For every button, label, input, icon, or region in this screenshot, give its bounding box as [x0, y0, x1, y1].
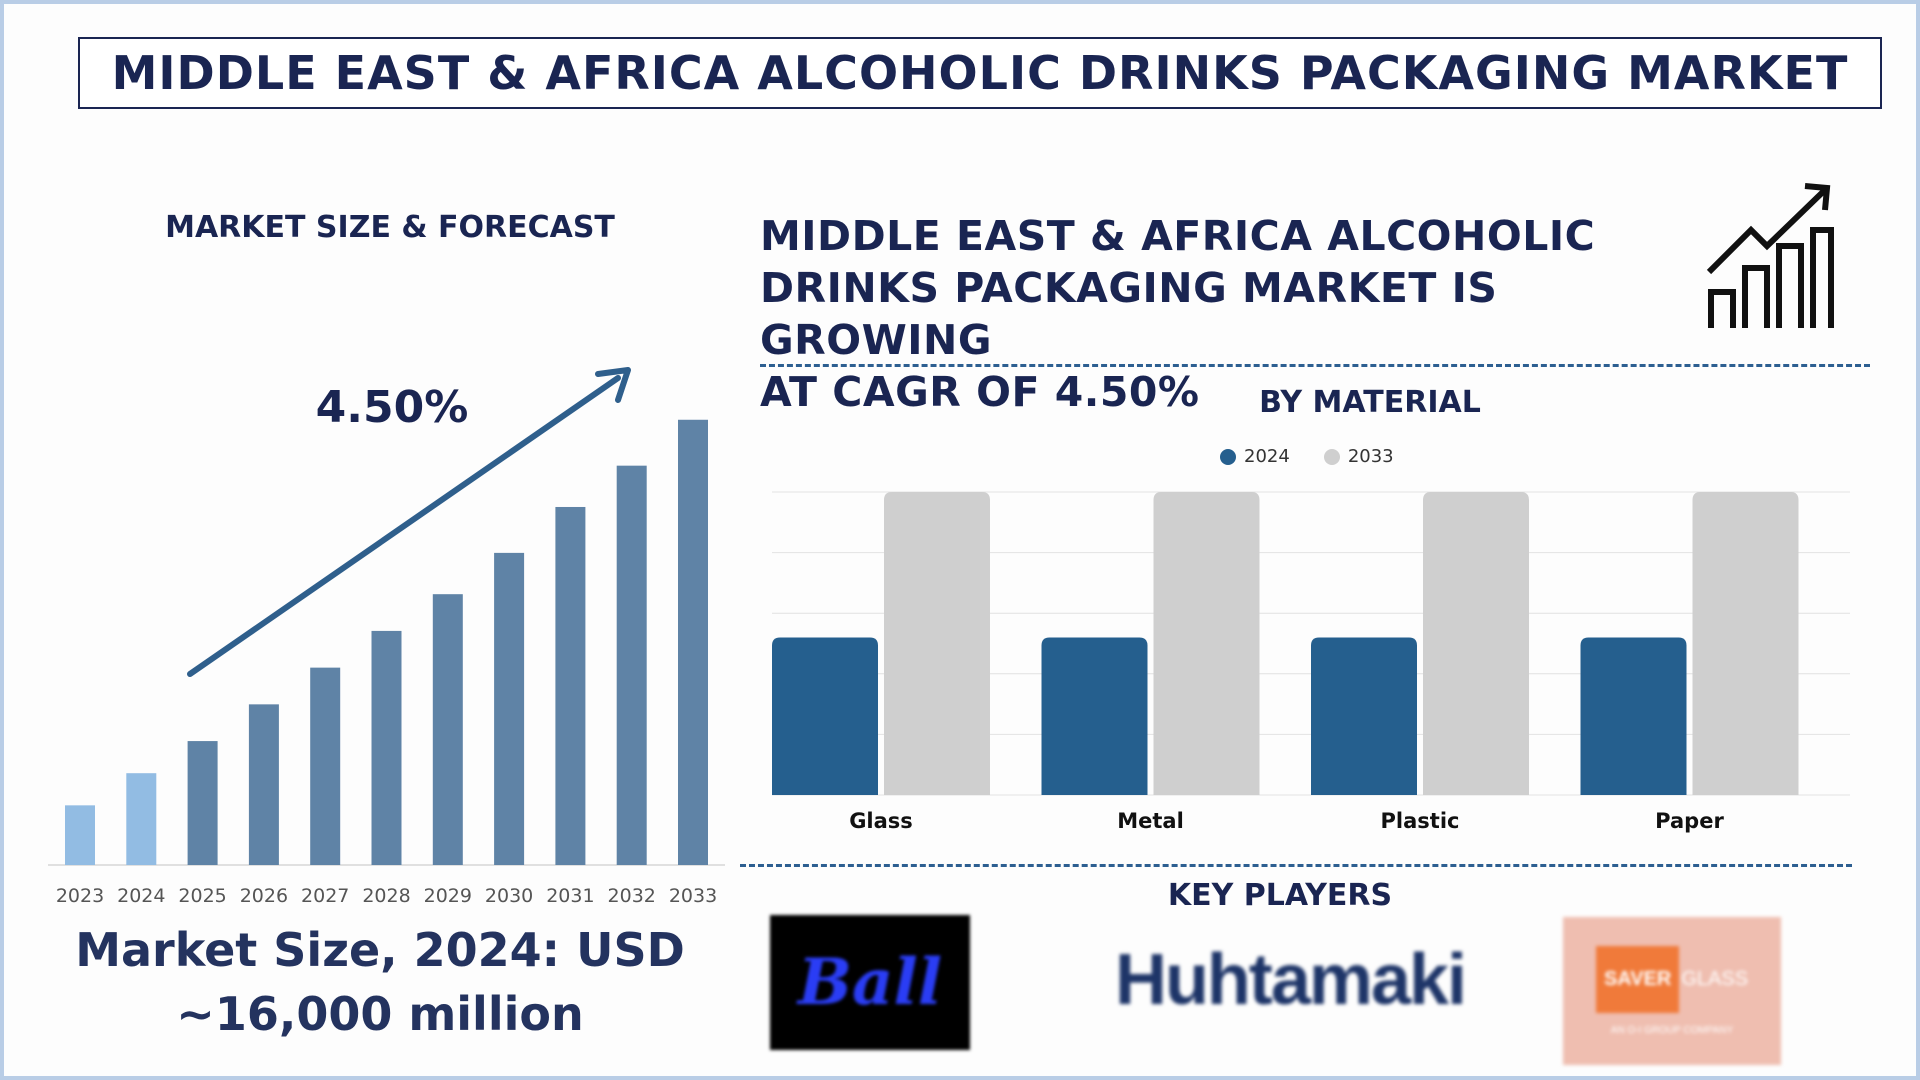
x-tick-label: 2028 — [362, 885, 410, 907]
bar-2029 — [432, 594, 463, 865]
bar-metal-2033 — [1153, 492, 1260, 795]
bar-2024 — [126, 773, 157, 865]
forecast-title: MARKET SIZE & FORECAST — [165, 210, 615, 245]
x-tick-label: 2029 — [424, 885, 472, 907]
key-players-title: KEY PLAYERS — [1167, 878, 1393, 913]
bar-2033 — [678, 419, 708, 865]
section-divider — [760, 364, 1870, 367]
material-chart: Glass Metal Plastic Paper — [772, 491, 1850, 833]
headline-line-2: DRINKS PACKAGING MARKET IS GROWING — [760, 264, 1498, 364]
x-tick-label: 2031 — [546, 885, 594, 907]
bar-2028 — [371, 630, 402, 865]
x-tick-label: Paper — [1655, 809, 1724, 833]
legend-label-2033: 2033 — [1347, 446, 1394, 467]
bar-metal-2024 — [1041, 637, 1148, 795]
legend-swatch-2024 — [1220, 448, 1236, 465]
bar-2027 — [310, 667, 341, 865]
bar-2023 — [65, 805, 95, 865]
ball-logo: Ball — [770, 915, 970, 1050]
growth-headline: MIDDLE EAST & AFRICA ALCOHOLIC DRINKS PA… — [760, 210, 1720, 418]
trend-arrow-icon — [187, 375, 621, 677]
saverglass-wordmark: SAVER GLASS — [1595, 946, 1749, 1013]
material-legend: 2024 2033 — [1220, 446, 1394, 467]
headline-line-1: MIDDLE EAST & AFRICA ALCOHOLIC — [760, 212, 1596, 260]
cagr-annotation: 4.50% — [316, 382, 469, 433]
bar-2030 — [494, 552, 525, 865]
legend-label-2024: 2024 — [1244, 446, 1290, 467]
saverglass-box: SAVER — [1595, 946, 1680, 1013]
market-size-summary: Market Size, 2024: USD ~16,000 million — [40, 918, 720, 1046]
section-divider-2 — [740, 864, 1852, 867]
trend-arrow-head — [595, 367, 631, 403]
header-banner: MIDDLE EAST & AFRICA ALCOHOLIC DRINKS PA… — [78, 37, 1882, 109]
huhtamaki-logo: Huhtamaki — [1114, 940, 1467, 1020]
market-size-line-1: Market Size, 2024: USD — [75, 923, 685, 977]
market-size-line-2: ~16,000 million — [176, 987, 584, 1041]
page-title: MIDDLE EAST & AFRICA ALCOHOLIC DRINKS PA… — [111, 46, 1849, 100]
material-title: BY MATERIAL — [1259, 385, 1481, 420]
saverglass-subtitle: AN O-I GROUP COMPANY — [1610, 1025, 1734, 1036]
legend-swatch-2033 — [1323, 448, 1340, 465]
legend-item-2033: 2033 — [1323, 446, 1394, 467]
bar-glass-2024 — [772, 637, 878, 795]
x-tick-label: 2026 — [240, 885, 288, 907]
bar-plastic-2033 — [1423, 492, 1529, 795]
bar-2032 — [616, 465, 647, 865]
bar-paper-2033 — [1692, 492, 1799, 795]
bar-plastic-2024 — [1311, 637, 1417, 795]
bar-2031 — [555, 506, 586, 865]
headline-line-3: AT CAGR OF 4.50% — [760, 368, 1200, 416]
x-tick-label: 2027 — [301, 885, 349, 907]
x-tick-label: 2030 — [485, 885, 533, 907]
x-tick-label: Plastic — [1381, 809, 1460, 833]
bar-paper-2024 — [1580, 637, 1687, 795]
market-forecast-chart: 2023 2024 2025 2026 2027 2028 2029 2030 2031 2032… — [48, 367, 725, 907]
x-tick-label: 2032 — [608, 885, 656, 907]
growth-chart-icon — [1706, 183, 1834, 328]
bar-2025 — [187, 741, 218, 865]
x-tick-label: 2024 — [117, 885, 165, 907]
x-tick-label: Glass — [849, 809, 913, 833]
x-tick-label: 2025 — [178, 885, 226, 907]
x-tick-label: Metal — [1117, 809, 1184, 833]
saverglass-text: GLASS — [1681, 968, 1749, 990]
legend-item-2024: 2024 — [1220, 446, 1290, 467]
x-tick-label: 2023 — [56, 885, 104, 907]
saverglass-logo: SAVER GLASS AN O-I GROUP COMPANY — [1563, 917, 1781, 1065]
x-tick-label: 2033 — [669, 885, 717, 907]
bar-glass-2033 — [884, 492, 990, 795]
bar-2026 — [248, 704, 279, 865]
